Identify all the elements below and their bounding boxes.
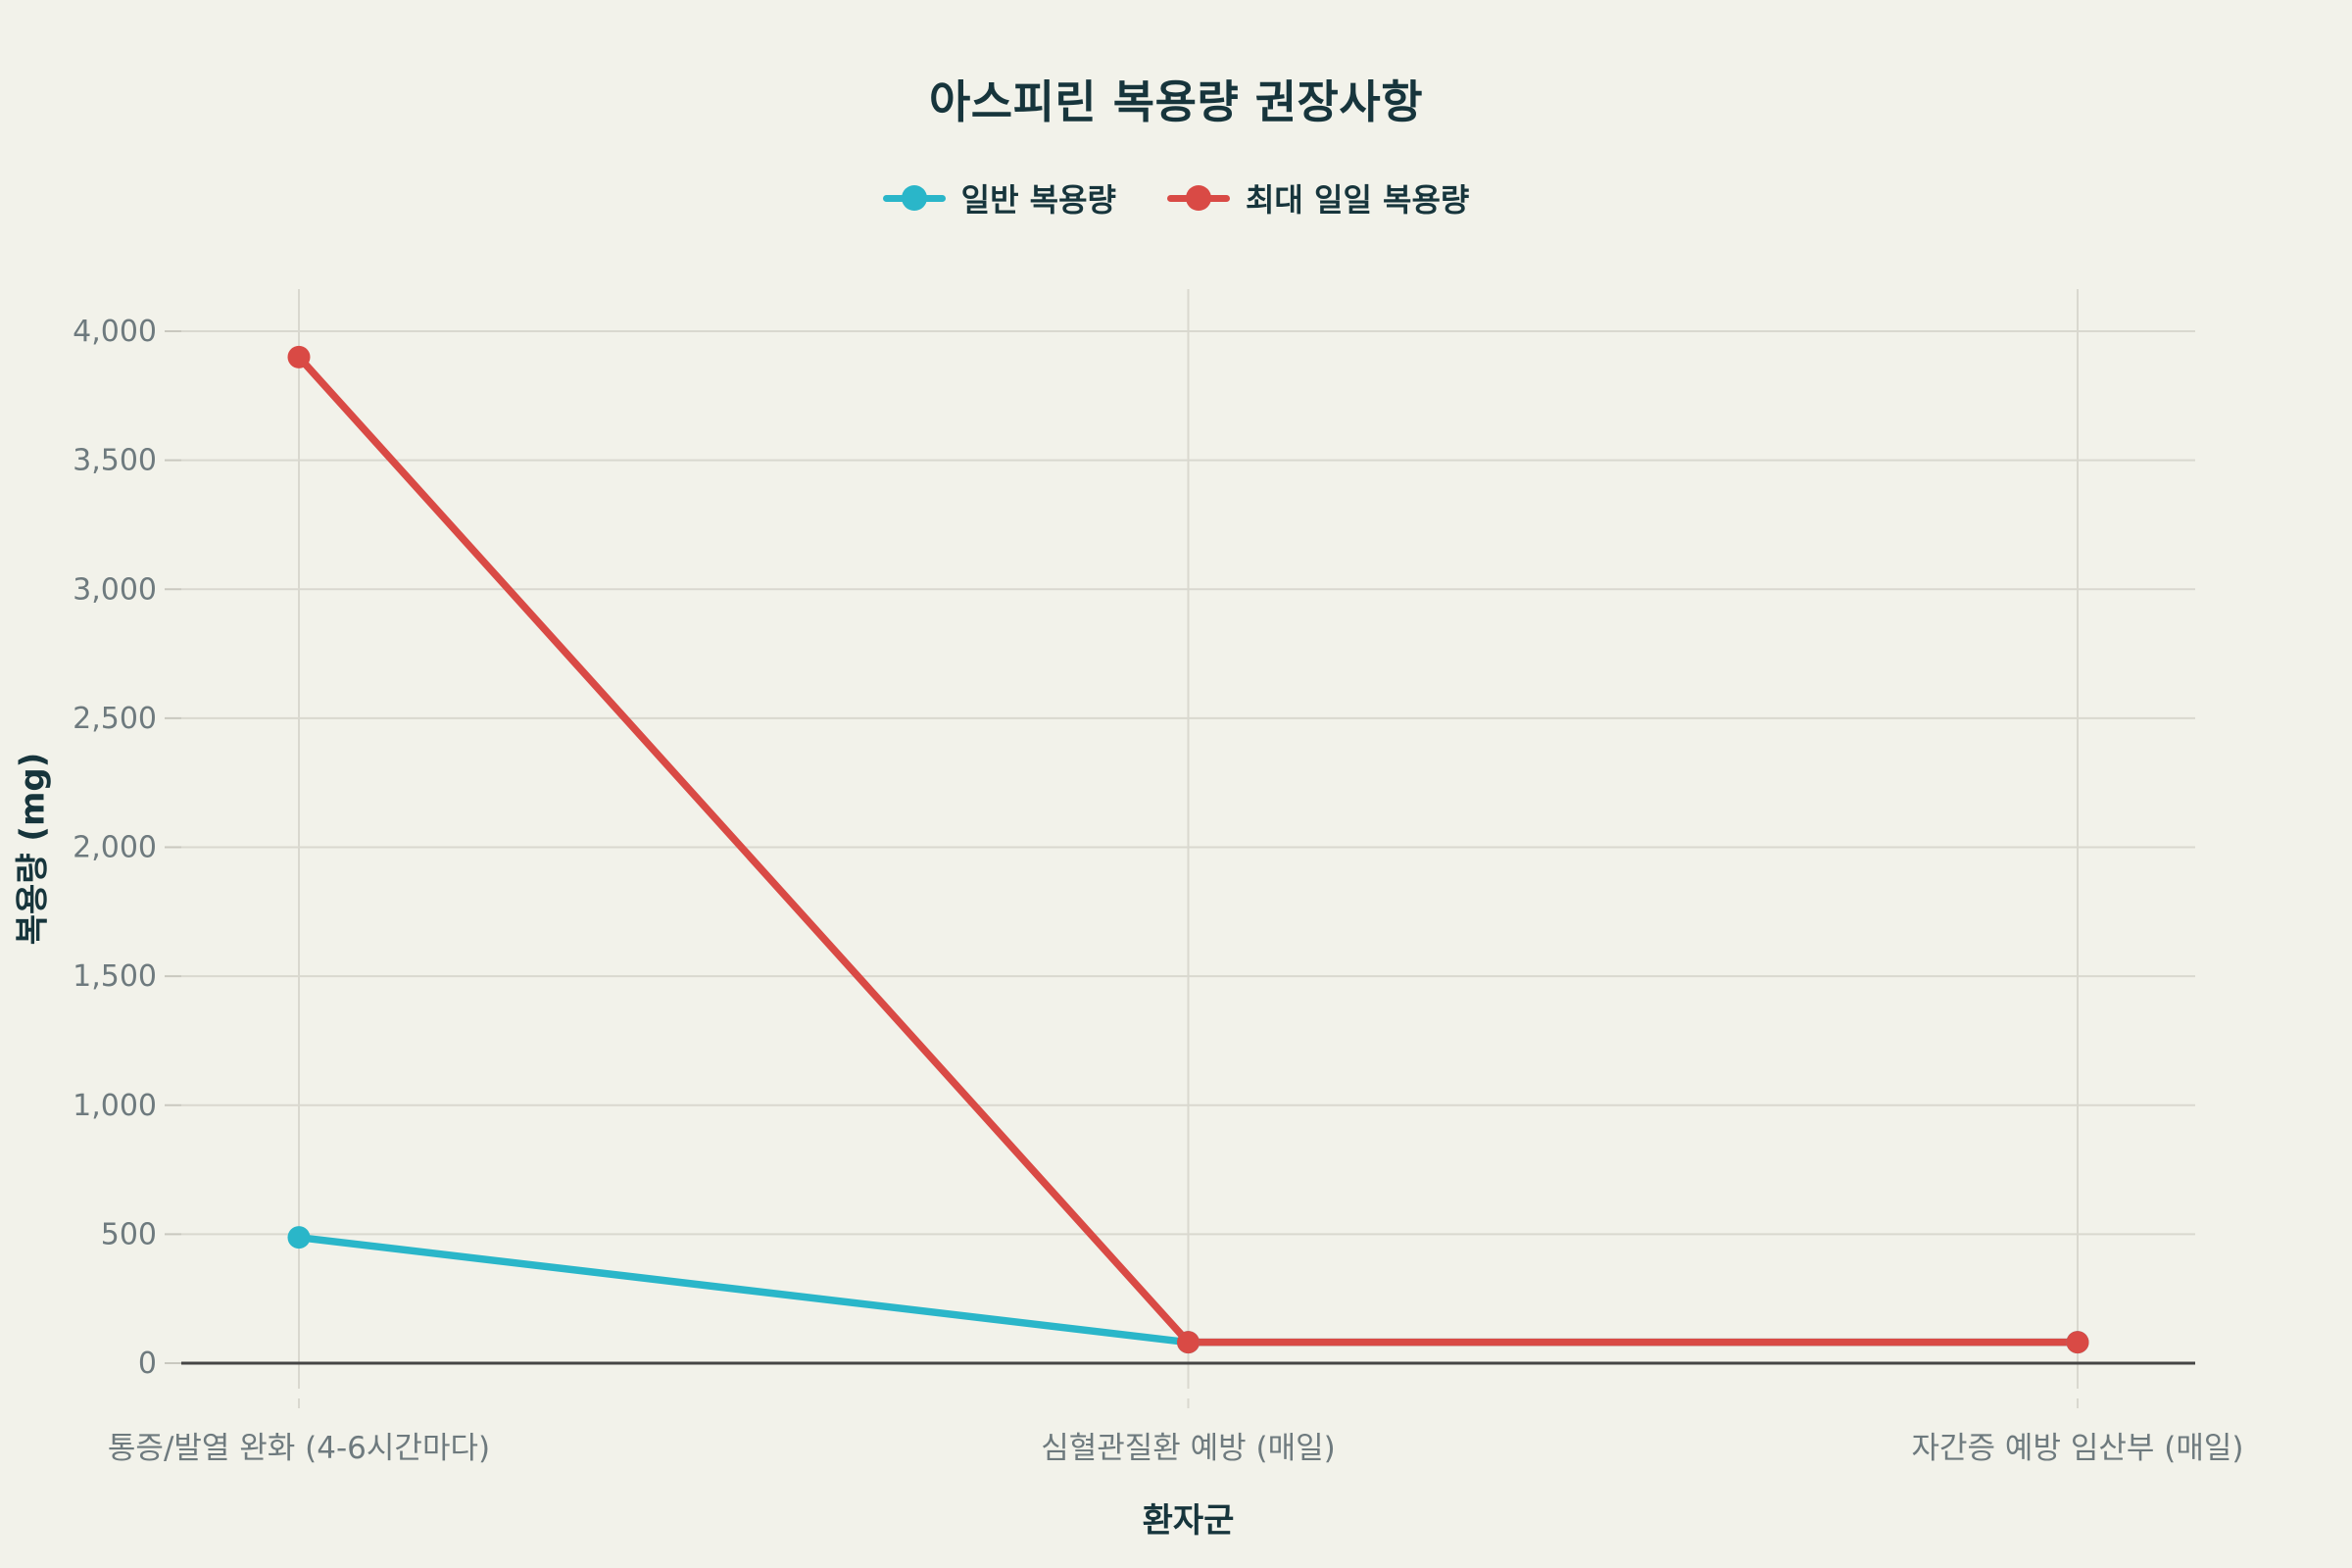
legend-label-max-daily-dose: 최대 일일 복용량 (1245, 181, 1470, 219)
line-marker-icon (1166, 185, 1230, 211)
data-point (287, 345, 311, 368)
x-category-label: 심혈관질환 예방 (매일) (1041, 1431, 1336, 1466)
y-tick-label: 0 (138, 1347, 157, 1381)
legend-item-max-daily-dose[interactable]: 최대 일일 복용량 (1166, 175, 1470, 220)
legend-item-normal-dose[interactable]: 일반 복용량 (882, 175, 1116, 220)
y-tick-label: 3,500 (73, 444, 157, 478)
data-point (1177, 1331, 1200, 1354)
y-tick-label: 1,500 (73, 959, 157, 994)
data-point (2066, 1331, 2089, 1354)
x-category-label: 통증/발열 완화 (4-6시간마다) (108, 1431, 490, 1466)
y-tick-label: 2,500 (73, 702, 157, 736)
y-tick-label: 500 (101, 1217, 157, 1251)
x-category-label: 자간증 예방 임산부 (매일) (1912, 1431, 2244, 1466)
dot-icon (901, 185, 927, 211)
y-tick-label: 3,000 (73, 572, 157, 607)
data-point (287, 1226, 311, 1250)
y-tick-label: 2,000 (73, 831, 157, 865)
y-tick-label: 4,000 (73, 315, 157, 349)
legend: 일반 복용량 최대 일일 복용량 (0, 174, 2352, 221)
chart-title: 아스피린 복용량 권장사항 (928, 75, 1424, 128)
dot-icon (1185, 185, 1211, 211)
y-tick-label: 1,000 (73, 1089, 157, 1123)
legend-label-normal-dose: 일반 복용량 (960, 181, 1116, 219)
line-marker-icon (882, 185, 946, 211)
x-axis-title: 환자군 (1142, 1501, 1235, 1541)
